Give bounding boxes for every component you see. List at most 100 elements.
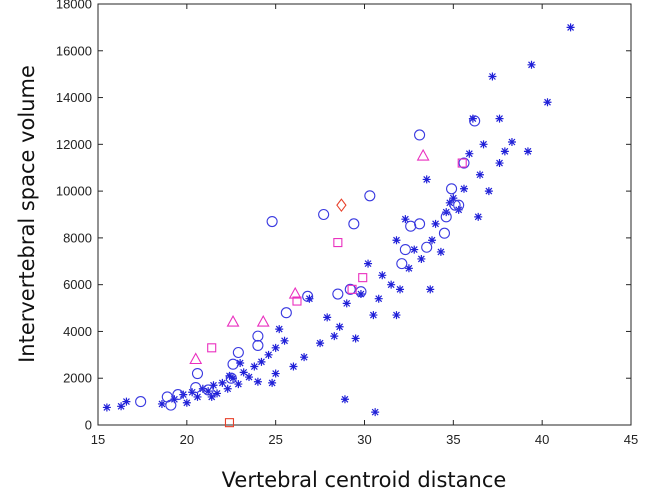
data-point-square: [207, 343, 217, 353]
data-point-circle: [227, 358, 239, 370]
y-tick-label: 10000: [56, 184, 92, 199]
data-point-circle: [396, 258, 408, 270]
data-point-asterisk: [566, 23, 575, 32]
data-point-triangle: [288, 286, 302, 299]
x-tick-label: 35: [446, 432, 460, 447]
data-point-asterisk: [488, 72, 497, 81]
y-axis-title: Intervertebral space volume: [15, 65, 39, 363]
data-point-diamond: [336, 198, 347, 213]
data-point-asterisk: [157, 399, 166, 408]
data-point-circle: [364, 190, 376, 202]
data-point-asterisk: [428, 236, 437, 245]
data-point-circle: [421, 241, 433, 253]
data-point-asterisk: [264, 350, 273, 359]
data-point-asterisk: [431, 219, 440, 228]
data-point-circle: [399, 244, 411, 256]
data-point-asterisk: [316, 339, 325, 348]
data-point-circle: [266, 215, 278, 228]
data-point-circle: [252, 339, 264, 352]
data-point-asterisk: [340, 395, 349, 404]
data-point-asterisk: [182, 398, 191, 407]
y-tick-label: 6000: [63, 277, 92, 292]
data-point-asterisk: [500, 147, 509, 156]
data-point-asterisk: [245, 373, 254, 382]
data-point-asterisk: [275, 325, 284, 334]
data-point-asterisk: [474, 212, 483, 221]
data-point-asterisk: [369, 311, 378, 320]
data-point-asterisk: [330, 332, 339, 341]
data-point-asterisk: [239, 368, 248, 377]
data-point-asterisk: [117, 402, 126, 411]
data-point-circle: [135, 396, 147, 408]
data-point-asterisk: [495, 114, 504, 123]
data-point-asterisk: [209, 381, 218, 390]
data-point-asterisk: [364, 259, 373, 268]
data-point-asterisk: [280, 336, 289, 345]
data-point-asterisk: [271, 369, 280, 378]
x-axis-title: Vertebral centroid distance: [222, 468, 507, 492]
data-point-asterisk: [465, 149, 474, 158]
data-point-circle: [458, 157, 470, 169]
plot-area: [97, 3, 632, 426]
x-tick-label: 45: [624, 432, 638, 447]
data-point-asterisk: [374, 294, 383, 303]
data-point-asterisk: [445, 198, 454, 207]
data-point-asterisk: [122, 397, 131, 406]
data-point-circle: [191, 367, 204, 380]
data-point-triangle: [189, 352, 203, 365]
data-point-asterisk: [188, 388, 197, 397]
data-point-asterisk: [468, 114, 477, 123]
x-tick-label: 25: [268, 432, 282, 447]
data-point-asterisk: [271, 343, 280, 352]
data-point-circle: [232, 346, 244, 359]
data-point-circle: [190, 382, 202, 394]
data-point-square: [457, 158, 467, 168]
data-point-asterisk: [102, 403, 111, 412]
data-point-circle: [469, 115, 481, 127]
data-point-asterisk: [475, 170, 484, 179]
data-point-asterisk: [459, 184, 468, 193]
data-point-asterisk: [305, 294, 314, 303]
y-tick-label: 8000: [63, 230, 92, 245]
data-point-asterisk: [207, 392, 216, 401]
data-point-asterisk: [213, 389, 222, 398]
data-point-circle: [225, 372, 237, 384]
data-point-asterisk: [323, 313, 332, 322]
y-tick-label: 16000: [56, 43, 92, 58]
data-point-triangle: [226, 314, 240, 327]
data-point-circle: [252, 330, 264, 342]
data-point-asterisk: [392, 236, 401, 245]
y-tick-label: 4000: [63, 324, 92, 339]
data-point-circle: [202, 384, 214, 396]
data-point-circle: [172, 389, 184, 401]
x-tick-label: 30: [357, 432, 371, 447]
data-point-asterisk: [378, 271, 387, 280]
data-point-asterisk: [422, 175, 431, 184]
data-point-asterisk: [401, 215, 410, 224]
y-tick-label: 12000: [56, 137, 92, 152]
data-point-asterisk: [170, 395, 179, 404]
data-point-asterisk: [356, 290, 365, 299]
data-point-asterisk: [417, 254, 426, 263]
data-point-asterisk: [507, 137, 516, 146]
data-point-asterisk: [449, 194, 458, 203]
data-point-asterisk: [234, 380, 243, 389]
data-point-square: [347, 284, 357, 294]
y-tick-label: 18000: [56, 0, 92, 12]
data-point-circle: [348, 218, 360, 230]
y-tick-label: 0: [85, 418, 92, 433]
data-point-asterisk: [218, 378, 227, 387]
data-point-asterisk: [253, 377, 262, 386]
data-point-asterisk: [335, 322, 344, 331]
data-point-asterisk: [436, 247, 445, 256]
data-point-asterisk: [404, 264, 413, 273]
data-point-square: [333, 238, 343, 248]
data-point-asterisk: [371, 408, 380, 417]
x-tick-label: 20: [180, 432, 194, 447]
data-point-circle: [440, 211, 452, 223]
data-point-square: [224, 418, 235, 428]
data-point-asterisk: [523, 147, 532, 156]
data-point-asterisk: [396, 285, 405, 294]
data-point-circle: [453, 199, 465, 211]
